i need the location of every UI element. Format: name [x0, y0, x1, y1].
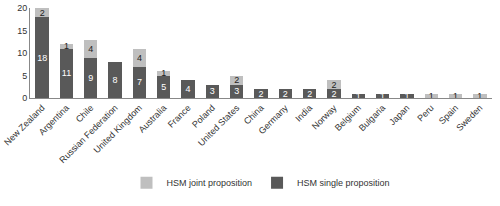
svg-text:New Zealand: New Zealand: [2, 103, 47, 148]
svg-text:0: 0: [22, 93, 27, 103]
svg-text:2: 2: [234, 75, 239, 85]
svg-text:1: 1: [356, 91, 361, 101]
svg-text:4: 4: [88, 44, 93, 54]
svg-text:United Kingdom: United Kingdom: [92, 103, 144, 155]
svg-text:Norway: Norway: [310, 102, 339, 131]
svg-text:10: 10: [17, 48, 27, 58]
svg-text:3: 3: [210, 86, 215, 96]
svg-text:5: 5: [161, 82, 166, 92]
svg-text:2: 2: [258, 89, 263, 99]
svg-text:8: 8: [113, 75, 118, 85]
svg-text:1: 1: [429, 91, 434, 101]
svg-text:20: 20: [17, 3, 27, 13]
svg-text:Sweden: Sweden: [454, 103, 484, 133]
svg-text:France: France: [166, 103, 193, 130]
svg-text:2: 2: [307, 89, 312, 99]
svg-text:1: 1: [64, 41, 69, 51]
svg-text:Germany: Germany: [257, 102, 291, 136]
svg-text:China: China: [242, 103, 266, 127]
svg-text:Russian Federation: Russian Federation: [57, 103, 119, 165]
svg-text:1: 1: [161, 68, 166, 78]
svg-text:5: 5: [22, 71, 27, 81]
svg-text:11: 11: [62, 68, 71, 78]
svg-text:2: 2: [331, 80, 336, 90]
svg-text:2: 2: [331, 89, 336, 99]
svg-text:1: 1: [380, 91, 385, 101]
svg-text:1: 1: [477, 91, 482, 101]
svg-text:18: 18: [37, 53, 47, 63]
svg-text:India: India: [293, 103, 314, 124]
svg-text:15: 15: [17, 26, 27, 36]
svg-text:Bulgaria: Bulgaria: [357, 103, 387, 133]
svg-text:Poland: Poland: [190, 103, 217, 130]
svg-text:Peru: Peru: [415, 103, 436, 124]
svg-text:Spain: Spain: [437, 103, 460, 126]
svg-text:Japan: Japan: [387, 103, 411, 127]
svg-text:United States: United States: [196, 102, 242, 148]
svg-text:Belgium: Belgium: [333, 103, 363, 133]
svg-text:7: 7: [137, 77, 142, 87]
svg-text:Australia: Australia: [137, 103, 169, 135]
svg-text:2: 2: [40, 8, 45, 18]
svg-text:1: 1: [453, 91, 458, 101]
svg-text:Argentina: Argentina: [37, 103, 71, 137]
svg-text:4: 4: [137, 53, 142, 63]
svg-text:2: 2: [283, 89, 288, 99]
svg-text:HSM single proposition: HSM single proposition: [297, 178, 390, 188]
svg-text:9: 9: [88, 73, 93, 83]
svg-text:Chile: Chile: [74, 103, 96, 125]
svg-text:4: 4: [186, 84, 191, 94]
svg-text:3: 3: [234, 86, 239, 96]
svg-text:1: 1: [404, 91, 409, 101]
svg-text:HSM joint proposition: HSM joint proposition: [167, 178, 253, 188]
